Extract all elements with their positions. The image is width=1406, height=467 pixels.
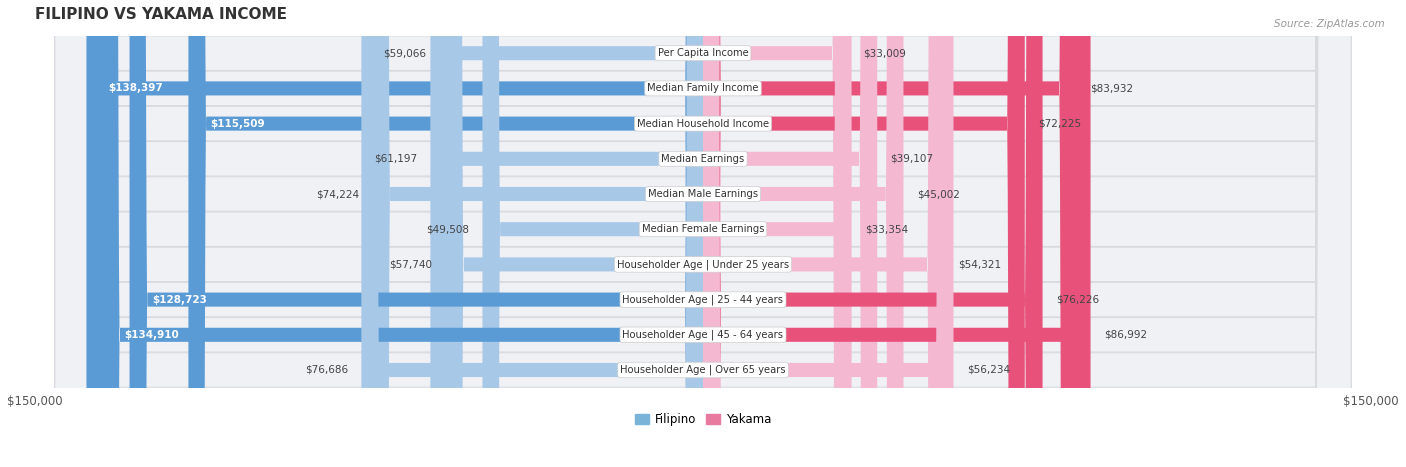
Text: $86,992: $86,992 xyxy=(1104,330,1147,340)
Text: $128,723: $128,723 xyxy=(152,295,207,304)
Text: Per Capita Income: Per Capita Income xyxy=(658,48,748,58)
FancyBboxPatch shape xyxy=(703,0,1043,467)
FancyBboxPatch shape xyxy=(129,0,703,467)
Text: Median Female Earnings: Median Female Earnings xyxy=(641,224,765,234)
Text: $74,224: $74,224 xyxy=(316,189,359,199)
Text: $83,932: $83,932 xyxy=(1090,84,1133,93)
Text: $138,397: $138,397 xyxy=(108,84,163,93)
Text: $33,009: $33,009 xyxy=(863,48,907,58)
FancyBboxPatch shape xyxy=(446,0,703,467)
Text: Householder Age | Over 65 years: Householder Age | Over 65 years xyxy=(620,365,786,375)
FancyBboxPatch shape xyxy=(703,0,1077,467)
FancyBboxPatch shape xyxy=(55,0,1351,467)
Text: Median Family Income: Median Family Income xyxy=(647,84,759,93)
Text: Householder Age | Under 25 years: Householder Age | Under 25 years xyxy=(617,259,789,269)
FancyBboxPatch shape xyxy=(703,0,945,467)
Text: $115,509: $115,509 xyxy=(211,119,266,128)
FancyBboxPatch shape xyxy=(55,0,1351,467)
FancyBboxPatch shape xyxy=(55,0,1351,467)
Text: FILIPINO VS YAKAMA INCOME: FILIPINO VS YAKAMA INCOME xyxy=(35,7,287,22)
FancyBboxPatch shape xyxy=(55,0,1351,467)
FancyBboxPatch shape xyxy=(55,0,1351,467)
Text: Householder Age | 45 - 64 years: Householder Age | 45 - 64 years xyxy=(623,330,783,340)
FancyBboxPatch shape xyxy=(55,0,1351,467)
Legend: Filipino, Yakama: Filipino, Yakama xyxy=(630,409,776,431)
Text: $134,910: $134,910 xyxy=(124,330,179,340)
FancyBboxPatch shape xyxy=(103,0,703,467)
FancyBboxPatch shape xyxy=(55,0,1351,467)
Text: $76,226: $76,226 xyxy=(1056,295,1099,304)
FancyBboxPatch shape xyxy=(440,0,703,467)
Text: $72,225: $72,225 xyxy=(1038,119,1081,128)
Text: $39,107: $39,107 xyxy=(890,154,934,164)
Text: $56,234: $56,234 xyxy=(967,365,1010,375)
Text: $57,740: $57,740 xyxy=(389,259,433,269)
FancyBboxPatch shape xyxy=(188,0,703,467)
FancyBboxPatch shape xyxy=(361,0,703,467)
FancyBboxPatch shape xyxy=(703,0,1025,467)
FancyBboxPatch shape xyxy=(86,0,703,467)
Text: $33,354: $33,354 xyxy=(865,224,908,234)
FancyBboxPatch shape xyxy=(703,0,953,467)
FancyBboxPatch shape xyxy=(703,0,1091,467)
Text: Householder Age | 25 - 44 years: Householder Age | 25 - 44 years xyxy=(623,294,783,305)
Text: Median Earnings: Median Earnings xyxy=(661,154,745,164)
Text: $76,686: $76,686 xyxy=(305,365,349,375)
Text: $54,321: $54,321 xyxy=(959,259,1001,269)
Text: $45,002: $45,002 xyxy=(917,189,960,199)
Text: $61,197: $61,197 xyxy=(374,154,418,164)
Text: Source: ZipAtlas.com: Source: ZipAtlas.com xyxy=(1274,19,1385,28)
FancyBboxPatch shape xyxy=(55,0,1351,467)
FancyBboxPatch shape xyxy=(482,0,703,467)
Text: Median Male Earnings: Median Male Earnings xyxy=(648,189,758,199)
FancyBboxPatch shape xyxy=(703,0,877,467)
FancyBboxPatch shape xyxy=(703,0,851,467)
FancyBboxPatch shape xyxy=(55,0,1351,467)
Text: Median Household Income: Median Household Income xyxy=(637,119,769,128)
Text: $59,066: $59,066 xyxy=(384,48,426,58)
FancyBboxPatch shape xyxy=(373,0,703,467)
FancyBboxPatch shape xyxy=(430,0,703,467)
FancyBboxPatch shape xyxy=(55,0,1351,467)
Text: $49,508: $49,508 xyxy=(426,224,470,234)
FancyBboxPatch shape xyxy=(703,0,904,467)
FancyBboxPatch shape xyxy=(703,0,852,467)
